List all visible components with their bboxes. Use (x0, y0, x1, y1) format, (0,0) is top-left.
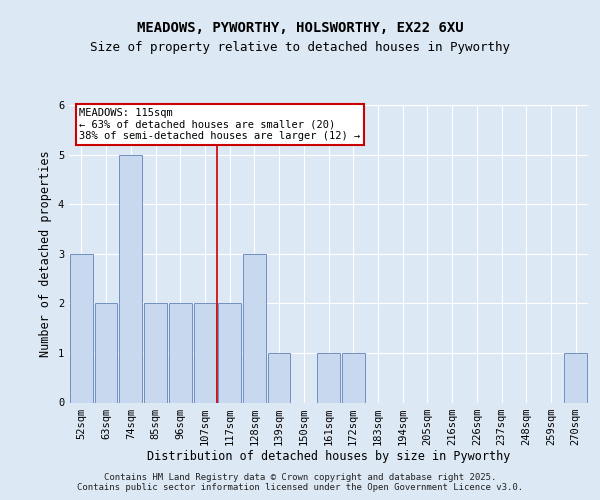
Y-axis label: Number of detached properties: Number of detached properties (40, 150, 52, 357)
Bar (144, 304, 167, 402)
Bar (194, 304, 216, 402)
Bar (169, 304, 191, 402)
Bar (564, 353, 587, 403)
Bar (70, 254, 93, 402)
Bar (119, 154, 142, 402)
X-axis label: Distribution of detached houses by size in Pyworthy: Distribution of detached houses by size … (147, 450, 510, 464)
Bar (342, 353, 365, 403)
Bar (243, 254, 266, 402)
Text: MEADOWS, PYWORTHY, HOLSWORTHY, EX22 6XU: MEADOWS, PYWORTHY, HOLSWORTHY, EX22 6XU (137, 20, 463, 34)
Text: Size of property relative to detached houses in Pyworthy: Size of property relative to detached ho… (90, 41, 510, 54)
Bar (268, 353, 290, 403)
Bar (317, 353, 340, 403)
Bar (218, 304, 241, 402)
Text: MEADOWS: 115sqm
← 63% of detached houses are smaller (20)
38% of semi-detached h: MEADOWS: 115sqm ← 63% of detached houses… (79, 108, 361, 141)
Bar (95, 304, 118, 402)
Text: Contains HM Land Registry data © Crown copyright and database right 2025.
Contai: Contains HM Land Registry data © Crown c… (77, 473, 523, 492)
